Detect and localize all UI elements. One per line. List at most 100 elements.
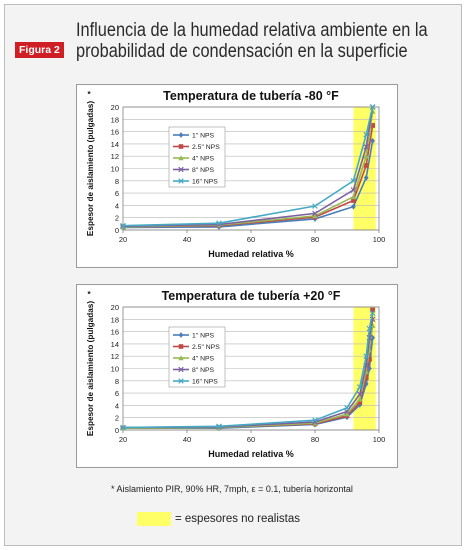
chart0-point-4-4 — [363, 131, 370, 138]
chart0-legend-marker-4 — [178, 178, 184, 184]
chart1-legend-box — [168, 326, 226, 388]
chart1-title: Temperatura de tubería +20 °F — [162, 289, 341, 303]
chart1-point-4-2 — [312, 417, 318, 423]
chart1-legend-marker-3 — [178, 366, 184, 373]
chart0-legend-label-2: 4" NPS — [192, 156, 215, 163]
chart0-point-4-3 — [350, 177, 357, 184]
chart1-point-1-6 — [367, 356, 372, 362]
chart0-legend-marker-2 — [178, 155, 184, 161]
chart0-xtick-label-4: 100 — [373, 235, 386, 244]
chart1-ylabel: Espesor de aislamiento (pulgadas) — [86, 301, 95, 436]
chart1-ytick-label-0: 0 — [115, 426, 119, 435]
chart1-point-1-5 — [363, 375, 369, 381]
chart1-legend-label-0: 1" NPS — [192, 333, 215, 340]
chart-minus-80-svg: Temperatura de tubería -80 °F 0 2 4 6 8 10 12 14… — [86, 89, 386, 259]
chart0-point-4-5 — [369, 104, 376, 110]
chart0-point-1-3 — [351, 198, 356, 203]
chart0-ytick-label-6: 12 — [111, 152, 119, 161]
chart1-point-2-2 — [312, 420, 318, 426]
chart0-ytick-label-7: 14 — [111, 140, 119, 149]
chart1-ytick-label-10: 20 — [111, 303, 119, 312]
chart1-legend-marker-1 — [178, 344, 184, 349]
chart1-legend-marker-4 — [178, 378, 184, 384]
chart0-series-line-3 — [122, 106, 374, 228]
chart1-ytick-label-6: 12 — [111, 352, 119, 361]
chart0-ytick-label-3: 6 — [115, 189, 119, 198]
chart0-xlabel: Humedad relativa % — [208, 249, 294, 259]
chart0-xtick-label-0: 20 — [119, 235, 127, 244]
chart0-point-3-4 — [363, 144, 370, 150]
chart-plus-20-svg: Temperatura de tubería +20 °F 0 2 4 6 8 10 12 14… — [86, 289, 386, 459]
chart1-point-4-3 — [344, 405, 350, 411]
chart0-legend-label-3: 8" NPS — [192, 167, 215, 174]
chart1-point-4-1 — [216, 423, 222, 430]
chart0-point-0-5 — [370, 137, 375, 144]
chart1-legend-label-1: 2.5" NPS — [192, 344, 220, 351]
chart0-xtick-label-3: 80 — [311, 235, 319, 244]
chart-minus-80: Temperatura de tubería -80 °F 0 2 4 6 8 10 12 14… — [76, 84, 398, 268]
chart0-ytick-label-8: 16 — [111, 128, 119, 137]
figure-title-line-1: Influencia de la humedad relativa ambien… — [76, 20, 428, 41]
chart0-point-2-2 — [312, 213, 318, 219]
chart0-series-line-2 — [122, 111, 374, 228]
chart0-point-0-4 — [363, 174, 369, 181]
figure-title: Influencia de la humedad relativa ambien… — [76, 20, 428, 62]
chart1-point-1-7 — [370, 307, 375, 313]
chart1-ytick-label-3: 6 — [115, 389, 119, 398]
chart0-ytick-label-0: 0 — [115, 226, 119, 235]
chart1-xtick-label-0: 20 — [119, 435, 127, 444]
chart0-xtick-label-2: 60 — [247, 235, 255, 244]
chart0-series-line-0 — [122, 140, 374, 229]
chart1-xlabel: Humedad relativa % — [208, 449, 294, 459]
chart1-series-line-1 — [122, 310, 374, 429]
highlight-swatch — [137, 512, 171, 526]
chart0-point-0-3 — [351, 203, 356, 210]
chart0-ytick-label-5: 10 — [111, 165, 119, 174]
chart1-point-4-4 — [356, 384, 363, 390]
chart0-legend-label-1: 2.5" NPS — [192, 144, 220, 151]
chart0-title: Temperatura de tubería -80 °F — [163, 89, 339, 103]
chart0-ytick-label-2: 4 — [115, 201, 119, 210]
chart1-ytick-label-2: 4 — [115, 401, 119, 410]
chart1-legend-label-3: 8" NPS — [192, 367, 215, 374]
chart0-ytick-label-4: 8 — [115, 177, 119, 186]
chart1-ytick-label-7: 14 — [111, 340, 119, 349]
chart0-xtick-label-1: 40 — [183, 235, 191, 244]
footnote: * Aislamiento PIR, 90% HR, 7mph, ε = 0.1… — [111, 484, 353, 494]
chart1-point-4-0 — [120, 424, 126, 431]
chart0-point-3-2 — [312, 210, 318, 217]
chart1-ytick-label-4: 8 — [115, 377, 119, 386]
chart0-point-3-3 — [350, 187, 357, 193]
chart1-ytick-label-8: 16 — [111, 328, 119, 337]
highlight-legend: = espesores no realistas — [137, 510, 300, 528]
chart0-ytick-label-9: 18 — [111, 115, 119, 124]
chart0-legend-box — [168, 126, 226, 188]
chart0-ylabel: Espesor de aislamiento (pulgadas) — [86, 101, 95, 236]
chart1-series-line-3 — [122, 319, 374, 429]
chart0-legend-marker-3 — [178, 166, 184, 173]
chart1-legend-label-4: 16" NPS — [192, 379, 218, 386]
chart1-point-3-4 — [356, 391, 363, 398]
chart0-point-2-4 — [363, 153, 369, 159]
chart1-legend-label-2: 4" NPS — [192, 356, 215, 363]
chart1-xtick-label-2: 60 — [247, 435, 255, 444]
chart1-point-1-4 — [357, 399, 363, 405]
chart0-ytick-label-10: 20 — [111, 103, 119, 112]
chart1-ytick-label-1: 2 — [115, 414, 119, 423]
chart0-series-line-4 — [122, 106, 374, 227]
chart0-ytick-label-1: 2 — [115, 214, 119, 223]
chart1-series-line-4 — [122, 313, 374, 429]
figure-label-badge: Figura 2 — [15, 42, 64, 58]
chart1-xtick-label-4: 100 — [373, 435, 386, 444]
chart0-point-1-5 — [370, 123, 375, 128]
chart0-ylabel-marker: * — [87, 90, 91, 99]
chart1-legend-marker-2 — [178, 355, 184, 361]
chart0-legend-marker-1 — [178, 144, 184, 149]
figure-title-line-2: probabilidad de condensación en la super… — [76, 41, 408, 62]
chart-plus-20: Temperatura de tubería +20 °F 0 2 4 6 8 10 12 14… — [76, 284, 398, 468]
chart0-point-4-1 — [216, 220, 222, 227]
chart1-point-2-4 — [357, 396, 363, 402]
chart0-legend-label-4: 16" NPS — [192, 179, 218, 186]
chart1-xtick-label-1: 40 — [183, 435, 191, 444]
chart0-point-4-2 — [312, 203, 318, 209]
